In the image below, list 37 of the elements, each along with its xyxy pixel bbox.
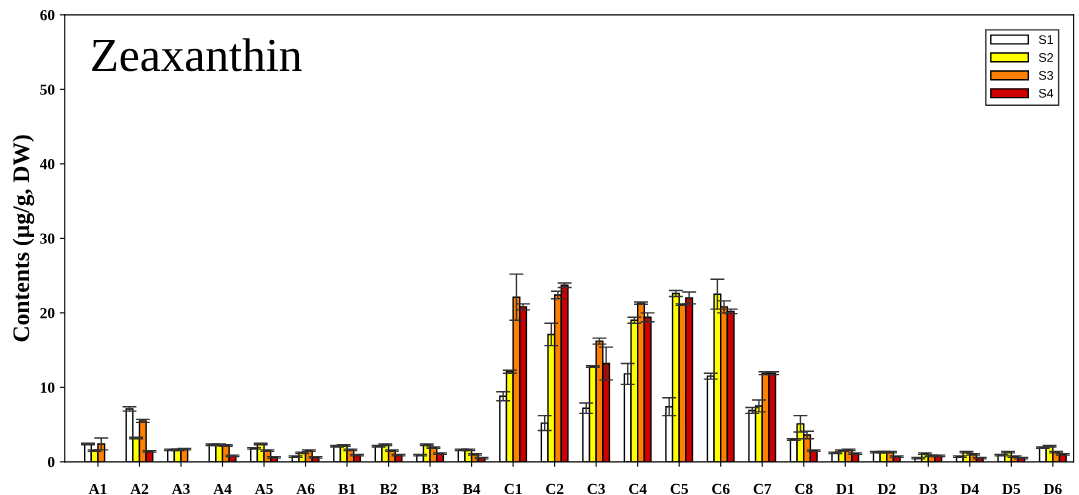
x-tick-label: B2 [379,483,397,495]
x-tick-label: B1 [338,483,356,495]
chart-title: Zeaxanthin [92,38,302,72]
x-tick-label: D1 [836,483,854,494]
x-tick-label: C3 [587,483,605,495]
x-tick-label: C7 [753,483,772,495]
x-tick-label: D4 [960,483,979,494]
y-axis-title: Contents (µg/g, DW) [12,135,35,342]
legend-label: S4 [1038,88,1054,98]
x-tick-label: D5 [1002,483,1021,495]
x-tick-label: C8 [795,483,813,495]
x-tick-label: A2 [130,483,149,494]
x-tick-label: C6 [712,483,730,495]
x-tick-label: C4 [629,483,647,495]
x-tick-label: C5 [670,483,688,495]
x-tick-label: A3 [171,483,190,495]
x-tick-label: C1 [504,483,522,495]
y-tick-label: 60 [40,9,55,21]
x-tick-label: A4 [213,483,232,494]
y-tick-label: 20 [40,307,55,319]
y-tick-label: 10 [40,382,55,393]
x-tick-label: A5 [254,483,273,495]
x-tick-label: B3 [421,483,439,495]
legend-label: S3 [1038,70,1054,80]
x-tick-label: A6 [296,483,315,495]
x-tick-label: D2 [877,483,896,494]
legend-label: S2 [1038,53,1053,62]
x-tick-label: A1 [88,483,107,494]
y-tick-label: 50 [40,84,55,95]
y-tick-label: 30 [40,233,55,244]
y-tick-label: 40 [39,158,55,170]
y-tick-label: 0 [47,456,55,468]
x-tick-label: C2 [546,483,564,495]
x-tick-label: D3 [919,483,938,495]
x-tick-label: D6 [1043,483,1062,495]
legend-label: S1 [1038,35,1053,45]
x-tick-label: B4 [462,483,481,495]
